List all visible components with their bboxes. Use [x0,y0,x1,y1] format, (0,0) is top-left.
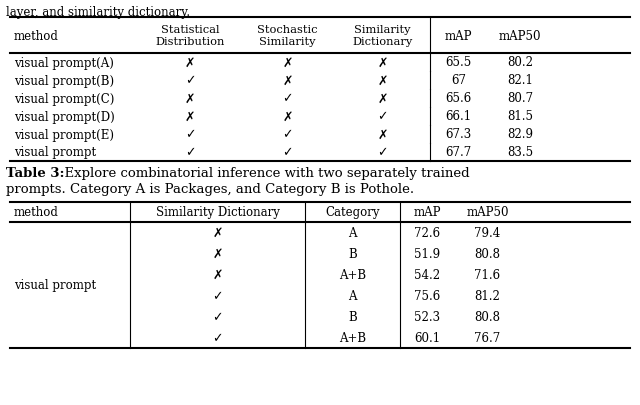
Text: Stochastic
Similarity: Stochastic Similarity [257,25,317,47]
Text: A: A [348,226,356,239]
Text: ✓: ✓ [185,74,195,87]
Text: visual prompt: visual prompt [14,146,96,159]
Text: ✗: ✗ [282,56,292,69]
Text: mAP: mAP [445,30,472,43]
Text: 60.1: 60.1 [415,331,440,344]
Text: mAP50: mAP50 [467,206,509,219]
Text: ✓: ✓ [282,92,292,105]
Text: 80.8: 80.8 [474,310,500,323]
Text: ✗: ✗ [282,110,292,123]
Text: ✓: ✓ [185,146,195,159]
Text: method: method [14,30,59,43]
Text: Similarity
Dictionary: Similarity Dictionary [353,25,413,47]
Text: ✓: ✓ [212,289,223,302]
Text: ✗: ✗ [377,128,388,141]
Text: ✗: ✗ [212,226,223,239]
Text: mAP: mAP [413,206,441,219]
Text: ✓: ✓ [377,146,388,159]
Text: A: A [348,289,356,302]
Text: Table 3:: Table 3: [6,166,65,179]
Text: 76.7: 76.7 [474,331,500,344]
Text: ✓: ✓ [377,110,388,123]
Text: layer, and similarity dictionary.: layer, and similarity dictionary. [6,6,190,19]
Text: 66.1: 66.1 [445,110,472,123]
Text: visual prompt: visual prompt [14,279,96,292]
Text: ✓: ✓ [212,331,223,344]
Text: 82.1: 82.1 [507,74,533,87]
Text: A+B: A+B [339,331,366,344]
Text: 82.9: 82.9 [507,128,533,141]
Text: Statistical
Distribution: Statistical Distribution [156,25,225,47]
Text: mAP50: mAP50 [499,30,541,43]
Text: 80.2: 80.2 [507,56,533,69]
Text: 72.6: 72.6 [415,226,440,239]
Text: ✗: ✗ [377,74,388,87]
Text: ✓: ✓ [282,146,292,159]
Text: Explore combinatorial inference with two separately trained: Explore combinatorial inference with two… [56,166,470,179]
Text: Similarity Dictionary: Similarity Dictionary [156,206,280,219]
Text: 75.6: 75.6 [414,289,440,302]
Text: ✗: ✗ [212,247,223,260]
Text: 81.2: 81.2 [475,289,500,302]
Text: Category: Category [325,206,380,219]
Text: 80.8: 80.8 [474,247,500,260]
Text: method: method [14,206,59,219]
Text: 51.9: 51.9 [415,247,440,260]
Text: ✗: ✗ [212,269,223,281]
Text: 67.7: 67.7 [445,146,472,159]
Text: 80.7: 80.7 [507,92,533,105]
Text: ✗: ✗ [185,56,195,69]
Text: visual prompt(E): visual prompt(E) [14,128,114,141]
Text: 52.3: 52.3 [415,310,440,323]
Text: 65.5: 65.5 [445,56,472,69]
Text: B: B [348,310,357,323]
Text: 83.5: 83.5 [507,146,533,159]
Text: 54.2: 54.2 [415,269,440,281]
Text: visual prompt(A): visual prompt(A) [14,56,114,69]
Text: 81.5: 81.5 [507,110,533,123]
Text: visual prompt(D): visual prompt(D) [14,110,115,123]
Text: ✗: ✗ [282,74,292,87]
Text: ✗: ✗ [185,92,195,105]
Text: visual prompt(B): visual prompt(B) [14,74,114,87]
Text: ✗: ✗ [185,110,195,123]
Text: 67.3: 67.3 [445,128,472,141]
Text: B: B [348,247,357,260]
Text: visual prompt(C): visual prompt(C) [14,92,115,105]
Text: ✓: ✓ [185,128,195,141]
Text: ✗: ✗ [377,56,388,69]
Text: ✓: ✓ [212,310,223,323]
Text: 65.6: 65.6 [445,92,472,105]
Text: prompts. Category A is Packages, and Category B is Pothole.: prompts. Category A is Packages, and Cat… [6,183,414,196]
Text: 79.4: 79.4 [474,226,500,239]
Text: 71.6: 71.6 [474,269,500,281]
Text: ✗: ✗ [377,92,388,105]
Text: 67: 67 [451,74,466,87]
Text: A+B: A+B [339,269,366,281]
Text: ✓: ✓ [282,128,292,141]
